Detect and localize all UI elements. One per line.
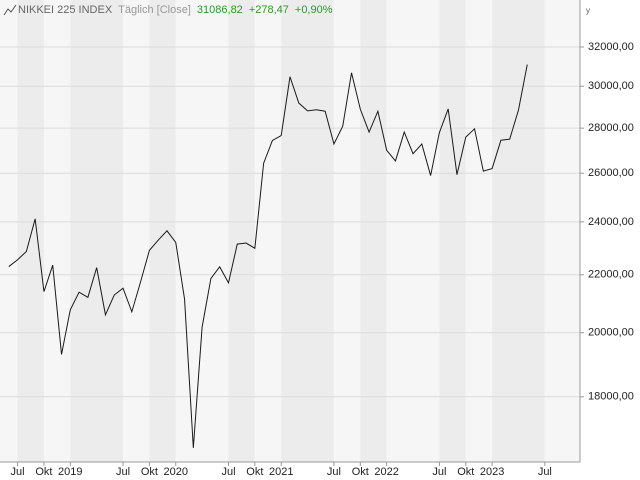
x-tick-label: Okt: [246, 466, 263, 478]
chart-subtitle: Täglich [Close]: [118, 4, 191, 16]
x-tick-label: Okt: [352, 466, 369, 478]
x-tick-label: Jul: [221, 466, 235, 478]
plot-band: [70, 0, 124, 462]
y-tick-label: 22000,00: [588, 269, 634, 281]
plot-band: [228, 0, 255, 462]
plot-band: [175, 0, 229, 462]
chart-title: NIKKEI 225 INDEX: [18, 4, 113, 16]
y-tick-label: 26000,00: [588, 167, 634, 179]
x-tick-label: Jul: [116, 466, 130, 478]
change-percent: +0,90%: [295, 4, 333, 16]
plot-band: [149, 0, 176, 462]
x-tick-label: Okt: [35, 466, 52, 478]
plot-band: [360, 0, 387, 462]
x-tick-label: Jul: [432, 466, 446, 478]
plot-band: [492, 0, 545, 462]
x-tick-label: Jul: [327, 466, 341, 478]
x-tick-label: Jul: [11, 466, 25, 478]
x-tick-label: 2022: [374, 466, 398, 478]
change: +278,47: [249, 4, 289, 16]
plot-band: [465, 0, 493, 462]
y-tick-label: 20000,00: [588, 327, 634, 339]
y-tick-label: 32000,00: [588, 41, 634, 53]
price-line: [8, 64, 528, 448]
y-axis-label: y: [586, 6, 590, 15]
x-tick-label: Okt: [141, 466, 158, 478]
chart-icon: [3, 4, 17, 16]
x-tick-label: 2019: [58, 466, 82, 478]
x-tick-label: 2023: [480, 466, 504, 478]
plot-band: [17, 0, 44, 462]
x-tick-label: Jul: [538, 466, 552, 478]
plot-band: [439, 0, 466, 462]
y-tick-label: 28000,00: [588, 122, 634, 134]
y-tick-label: 30000,00: [588, 80, 634, 92]
y-tick-label: 18000,00: [588, 391, 634, 403]
plot-band: [544, 0, 580, 462]
plot-band: [281, 0, 334, 462]
plot-band: [0, 0, 18, 462]
plot-band: [386, 0, 440, 462]
plot-band: [254, 0, 282, 462]
plot-band: [43, 0, 71, 462]
x-tick-label: 2020: [164, 466, 188, 478]
plot-band: [333, 0, 361, 462]
last-value: 31086,82: [197, 4, 243, 16]
y-tick-label: 24000,00: [588, 216, 634, 228]
plot-band: [123, 0, 150, 462]
x-tick-label: 2021: [269, 466, 293, 478]
x-tick-label: Okt: [457, 466, 474, 478]
